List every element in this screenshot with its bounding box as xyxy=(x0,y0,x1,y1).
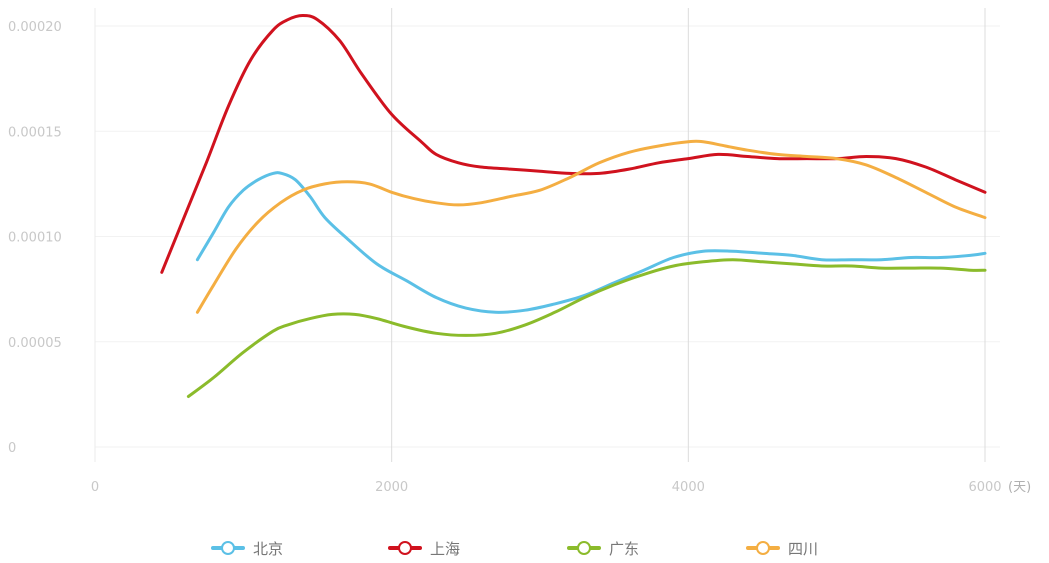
legend-item-1[interactable]: 北京 xyxy=(211,534,283,562)
legend: 北京 上海 广东 四川 xyxy=(0,534,1049,562)
legend-swatch-icon xyxy=(388,541,422,555)
series-line-3 xyxy=(186,258,987,398)
y-axis-tick-labels: 0 0.00005 0.00010 0.00015 0.00020 xyxy=(8,20,62,456)
x-tick-label: 4000 xyxy=(672,480,705,495)
legend-item-2[interactable]: 上海 xyxy=(388,534,460,562)
legend-swatch-icon xyxy=(746,541,780,555)
y-tick-label: 0 xyxy=(8,441,16,456)
legend-label: 广东 xyxy=(609,539,640,558)
y-tick-label: 0.00020 xyxy=(8,20,62,35)
y-tick-label: 0.00005 xyxy=(8,336,62,351)
legend-item-3[interactable]: 广东 xyxy=(567,534,639,562)
legend-swatch-icon xyxy=(567,541,601,555)
x-axis-tick-labels: 0 2000 4000 6000 xyxy=(91,480,1002,495)
legend-label: 北京 xyxy=(253,539,284,558)
legend-item-4[interactable]: 四川 xyxy=(746,534,818,562)
x-tick-label: 0 xyxy=(91,480,99,495)
x-tick-label: 6000 xyxy=(968,480,1001,495)
series-line-1 xyxy=(195,171,987,314)
y-tick-label: 0.00015 xyxy=(8,125,62,140)
legend-swatch-icon xyxy=(211,541,245,555)
legend-label: 四川 xyxy=(788,539,819,558)
y-gridlines xyxy=(95,25,1000,448)
x-gridlines xyxy=(391,8,986,462)
series-line-4 xyxy=(195,139,987,314)
y-tick-label: 0.00010 xyxy=(8,231,62,246)
series-lines xyxy=(160,14,987,398)
series-line-2 xyxy=(160,14,987,274)
x-tick-label: 2000 xyxy=(375,480,408,495)
legend-label: 上海 xyxy=(430,539,461,558)
x-axis-unit: (天) xyxy=(1008,480,1031,495)
